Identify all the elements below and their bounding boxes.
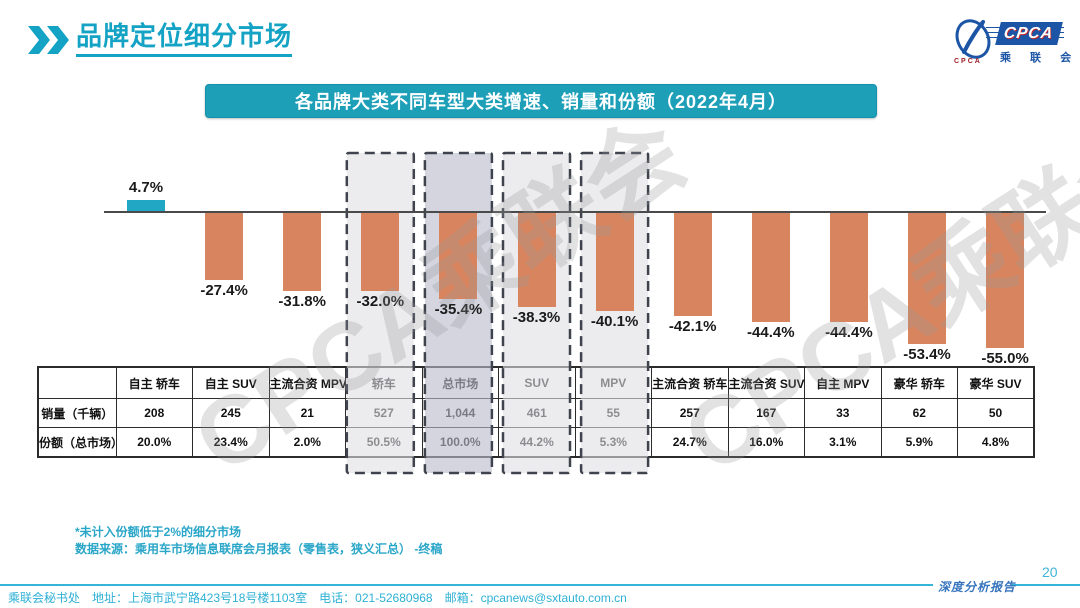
col-header: 自主 SUV xyxy=(192,366,270,399)
row-header-share: 份额（总市场） xyxy=(37,427,117,458)
sales-cell: 245 xyxy=(192,398,270,428)
page-title: 品牌定位细分市场 xyxy=(76,19,293,57)
bar-label-5: -38.3% xyxy=(512,308,561,326)
footnotes: *未计入份额低于2%的细分市场 数据来源：乘用车市场信息联席会月报表（零售表，狭… xyxy=(75,524,442,558)
sales-cell: 257 xyxy=(651,398,729,428)
share-cell: 5.9% xyxy=(880,427,958,458)
bar-11 xyxy=(986,212,1025,348)
share-cell: 44.2% xyxy=(498,427,576,458)
sales-cell: 50 xyxy=(957,398,1035,428)
bar-4 xyxy=(439,212,478,300)
bar-10 xyxy=(908,212,946,344)
share-cell: 24.7% xyxy=(651,427,729,458)
bar-label-2: -31.8% xyxy=(278,292,326,310)
col-header: SUV xyxy=(498,366,576,399)
bar-0 xyxy=(127,200,165,212)
bar-label-0: 4.7% xyxy=(128,179,164,197)
bar-1 xyxy=(205,212,244,280)
col-header: 总市场 xyxy=(421,366,499,399)
share-cell: 5.3% xyxy=(574,427,652,458)
share-cell: 4.8% xyxy=(957,427,1035,458)
col-header: 主流合资 MPV xyxy=(268,366,346,399)
bar-label-8: -44.4% xyxy=(747,323,795,341)
bar-label-1: -27.4% xyxy=(200,281,248,299)
cpca-logo: CPCA CPCA 乘 联 会 xyxy=(948,16,1071,68)
sales-cell: 1,044 xyxy=(421,398,499,428)
sales-cell: 55 xyxy=(574,398,652,428)
chevron-right-icon xyxy=(28,26,50,54)
table-row-sales: 销量（千辆） 208 245 21 527 1,044 461 55 257 1… xyxy=(37,398,1035,428)
share-cell: 2.0% xyxy=(268,427,346,458)
report-type-label: 深度分析报告 xyxy=(938,580,1017,594)
sales-cell: 62 xyxy=(880,398,958,428)
cpca-wordmark-text: CPCA xyxy=(1003,24,1055,42)
bar-label-9: -44.4% xyxy=(825,323,873,341)
bar-3 xyxy=(361,212,400,291)
bar-2 xyxy=(283,212,322,291)
share-cell: 50.5% xyxy=(345,427,423,458)
chevron-right-icon xyxy=(47,26,69,54)
col-header: 主流合资 轿车 xyxy=(651,366,729,399)
chart-title-banner: 各品牌大类不同车型大类增速、销量和份额（2022年4月） xyxy=(205,84,877,118)
bar-label-6: -40.1% xyxy=(590,313,639,331)
sales-cell: 461 xyxy=(498,398,576,428)
col-header: 豪华 轿车 xyxy=(880,366,958,399)
bar-8 xyxy=(751,212,790,322)
col-header: 自主 MPV xyxy=(804,366,882,399)
col-header: 轿车 xyxy=(345,366,423,399)
sales-cell: 167 xyxy=(727,398,805,428)
cpca-chinese-name: 乘 联 会 xyxy=(1000,52,1080,64)
share-cell: 3.1% xyxy=(804,427,882,458)
table-corner-cell xyxy=(37,366,117,399)
row-header-sales: 销量（千辆） xyxy=(37,398,117,428)
col-header: 豪华 SUV xyxy=(957,366,1035,399)
cpca-emblem-icon xyxy=(955,19,991,59)
col-header: 自主 轿车 xyxy=(115,366,193,399)
bar-label-7: -42.1% xyxy=(668,317,717,335)
bar-5 xyxy=(517,212,556,307)
table-row-share: 份额（总市场） 20.0% 23.4% 2.0% 50.5% 100.0% 44… xyxy=(37,427,1035,458)
zero-axis-line xyxy=(104,211,1046,213)
sales-cell: 21 xyxy=(268,398,346,428)
table-header-row: 自主 轿车 自主 SUV 主流合资 MPV 轿车 总市场 SUV MPV 主流合… xyxy=(37,366,1035,399)
share-cell: 100.0% xyxy=(421,427,499,458)
data-table-wrap: 自主 轿车 自主 SUV 主流合资 MPV 轿车 总市场 SUV MPV 主流合… xyxy=(37,366,1035,458)
cpca-wordmark: CPCA xyxy=(995,22,1063,45)
sales-cell: 527 xyxy=(345,398,423,428)
bar-7 xyxy=(673,212,712,316)
bar-6 xyxy=(595,212,634,311)
sales-cell: 208 xyxy=(115,398,193,428)
col-header: 主流合资 SUV xyxy=(727,366,805,399)
cpca-emblem-caption: CPCA xyxy=(954,58,982,65)
bar-label-11: -55.0% xyxy=(981,349,1029,367)
sales-cell: 33 xyxy=(804,398,882,428)
page-number: 20 xyxy=(1042,564,1058,580)
footnote-source: 数据来源：乘用车市场信息联席会月报表（零售表，狭义汇总） -终稿 xyxy=(75,542,443,556)
bar-9 xyxy=(829,212,868,322)
share-cell: 20.0% xyxy=(115,427,193,458)
bar-label-4: -35.4% xyxy=(434,301,483,319)
footer-divider xyxy=(1011,584,1080,586)
footnote-exclusion: *未计入份额低于2%的细分市场 xyxy=(75,525,242,539)
col-header: MPV xyxy=(574,366,652,399)
footer-contact: 乘联会秘书处 地址：上海市武宁路423号18号楼1103室 电话：021-526… xyxy=(8,591,627,605)
bar-label-10: -53.4% xyxy=(903,345,951,363)
share-cell: 23.4% xyxy=(192,427,270,458)
bar-label-3: -32.0% xyxy=(356,293,405,311)
footer-divider xyxy=(0,584,933,586)
share-cell: 16.0% xyxy=(727,427,805,458)
data-table: 自主 轿车 自主 SUV 主流合资 MPV 轿车 总市场 SUV MPV 主流合… xyxy=(37,366,1035,458)
